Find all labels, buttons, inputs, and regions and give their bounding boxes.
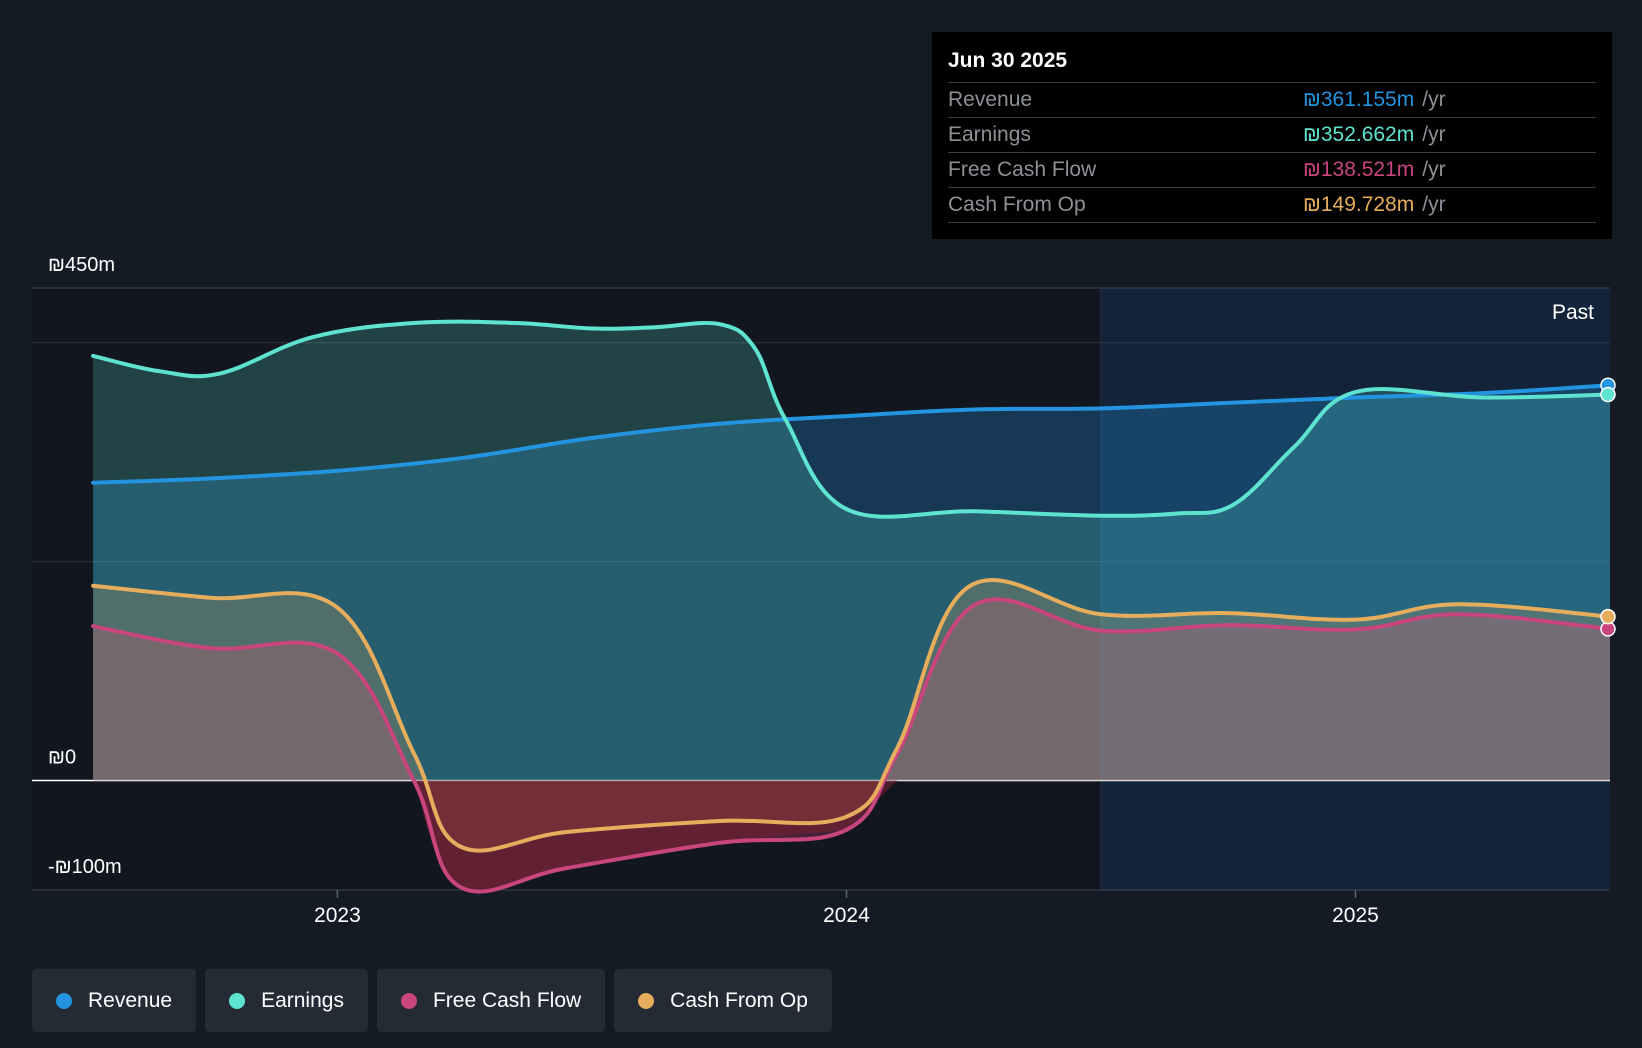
legend: Revenue Earnings Free Cash Flow Cash Fro… — [32, 969, 832, 1032]
tooltip-row-earnings: Earnings ₪352.662m /yr — [948, 118, 1596, 153]
legend-item-revenue[interactable]: Revenue — [32, 969, 197, 1032]
end-point-cash-from-op — [1600, 608, 1616, 625]
x-tick-label: 2025 — [1332, 904, 1379, 927]
line-revenue — [91, 383, 1612, 485]
legend-item-cash-from-op[interactable]: Cash From Op — [614, 969, 832, 1032]
x-tick-label: 2024 — [823, 904, 870, 927]
tooltip-row-cash-from-op: Cash From Op ₪149.728m /yr — [948, 188, 1596, 223]
x-tick-label: 2023 — [314, 904, 361, 927]
tooltip-name: Earnings — [948, 123, 1031, 146]
legend-label: Free Cash Flow — [432, 988, 582, 1012]
tooltip-name: Free Cash Flow — [948, 158, 1097, 181]
line-earnings — [91, 319, 1612, 519]
past-label: Past — [1552, 301, 1594, 324]
area-earnings — [93, 321, 1611, 781]
y-tick-label: -₪100m — [48, 856, 122, 878]
y-tick-label: ₪0 — [48, 747, 76, 769]
tooltip-value: ₪138.521m — [1303, 158, 1415, 181]
legend-label: Cash From Op — [670, 988, 808, 1012]
legend-dot-icon — [400, 992, 417, 1009]
legend-dot-icon — [56, 992, 72, 1009]
tooltip-value: ₪352.662m — [1303, 123, 1415, 146]
legend-item-earnings[interactable]: Earnings — [205, 969, 368, 1032]
legend-dot-icon — [229, 992, 246, 1009]
past-region — [1100, 288, 1610, 890]
tooltip-value: ₪149.728m — [1303, 193, 1415, 216]
tooltip-row-revenue: Revenue ₪361.155m /yr — [948, 83, 1596, 118]
tooltip: Jun 30 2025 Revenue ₪361.155m /yr Earnin… — [932, 32, 1612, 239]
tooltip-name: Cash From Op — [948, 193, 1086, 216]
tooltip-unit: /yr — [1422, 88, 1446, 111]
tooltip-row-free-cash-flow: Free Cash Flow ₪138.521m /yr — [948, 153, 1596, 188]
tooltip-date: Jun 30 2025 — [948, 46, 1596, 83]
y-tick-label: ₪450m — [48, 254, 115, 276]
tooltip-value: ₪361.155m — [1303, 88, 1415, 111]
tooltip-unit: /yr — [1422, 123, 1446, 146]
negative-area — [413, 780, 898, 892]
legend-item-free-cash-flow[interactable]: Free Cash Flow — [376, 969, 606, 1032]
tooltip-name: Revenue — [948, 88, 1033, 111]
tooltip-unit: /yr — [1422, 158, 1446, 181]
area-revenue — [93, 385, 1611, 781]
legend-dot-icon — [638, 992, 655, 1009]
legend-label: Earnings — [261, 988, 344, 1012]
end-point-earnings — [1600, 386, 1616, 403]
line-cash-from-op — [91, 578, 1612, 853]
line-free-cash-flow — [91, 597, 1612, 894]
legend-label: Revenue — [88, 988, 173, 1012]
tooltip-unit: /yr — [1422, 193, 1446, 216]
